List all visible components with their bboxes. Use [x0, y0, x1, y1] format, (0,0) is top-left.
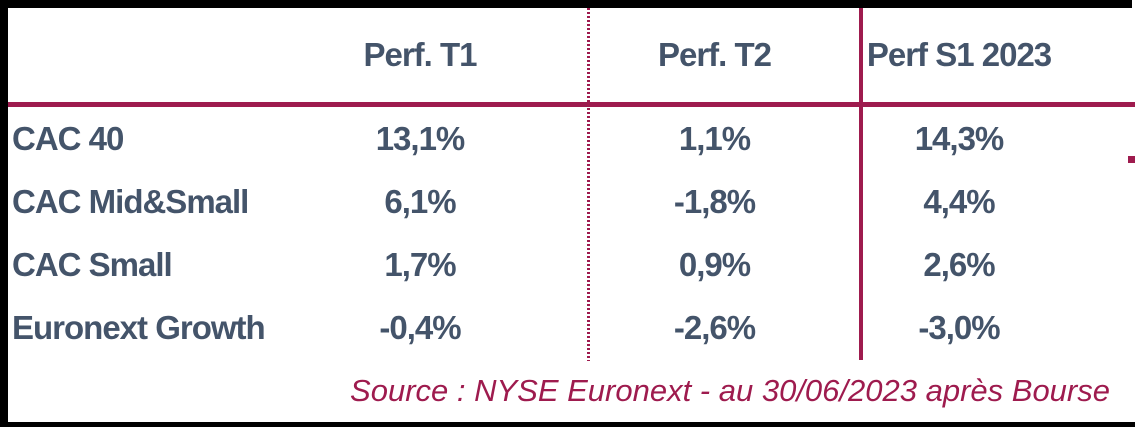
row-label: Euronext Growth [12, 308, 266, 346]
cell-value: 1,7% [384, 245, 456, 283]
cell-value: 1,1% [678, 119, 751, 157]
table-row: CAC Small 1,7% 0,9% 2,6% [8, 233, 1135, 296]
table-border-bottom [0, 422, 1135, 427]
cell-value: 2,6% [923, 245, 995, 283]
table-row: CAC Mid&Small 6,1% -1,8% 4,4% [8, 170, 1135, 233]
table-border-top [0, 0, 1132, 8]
table-border-left [0, 0, 8, 427]
cell-value: 13,1% [375, 119, 466, 157]
column-divider-dotted [587, 8, 590, 361]
column-header-perf-t1: Perf. T1 [363, 36, 477, 73]
cell-value: -0,4% [379, 308, 461, 346]
cell-value: 14,3% [914, 119, 1005, 157]
edge-accent-mark [1128, 156, 1135, 163]
cell-value: -3,0% [918, 308, 1000, 346]
cell-value: 0,9% [678, 245, 751, 283]
footer-row: Source : NYSE Euronext - au 30/06/2023 a… [8, 360, 1135, 422]
cell-value: 4,4% [923, 182, 995, 220]
column-header-perf-t2: Perf. T2 [657, 36, 772, 73]
source-caption: Source : NYSE Euronext - au 30/06/2023 a… [350, 373, 1110, 408]
row-label: CAC 40 [12, 119, 124, 157]
column-header-perf-s1-2023: Perf S1 2023 [866, 36, 1052, 73]
row-label: CAC Mid&Small [12, 182, 249, 220]
header-underline-rule [8, 102, 1135, 107]
row-label: CAC Small [12, 245, 173, 283]
table-row: Euronext Growth -0,4% -2,6% -3,0% [8, 296, 1135, 359]
cell-value: -2,6% [673, 308, 756, 346]
cell-value: 6,1% [384, 182, 456, 220]
column-divider-solid [859, 8, 863, 360]
cell-value: -1,8% [673, 182, 756, 220]
header-row: Perf. T1 Perf. T2 Perf S1 2023 [8, 8, 1135, 102]
table-row: CAC 40 13,1% 1,1% 14,3% [8, 107, 1135, 170]
